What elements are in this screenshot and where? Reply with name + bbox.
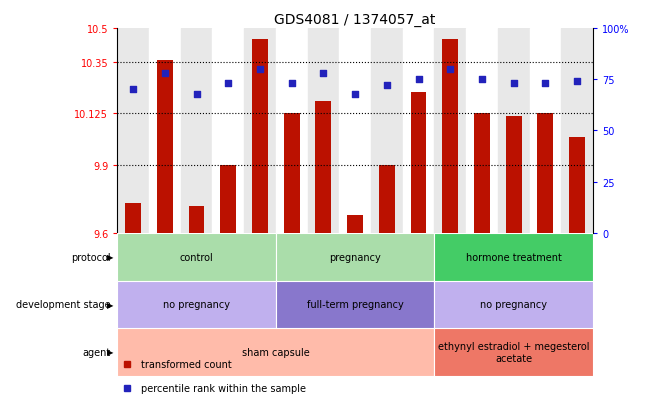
Text: pregnancy: pregnancy <box>329 252 381 262</box>
Bar <box>117 328 434 376</box>
Point <box>540 81 551 88</box>
Text: protocol: protocol <box>71 252 111 262</box>
Bar <box>189 206 204 233</box>
Text: control: control <box>180 252 214 262</box>
Text: transformed count: transformed count <box>141 359 232 369</box>
Title: GDS4081 / 1374057_at: GDS4081 / 1374057_at <box>275 12 436 26</box>
Bar <box>157 61 173 233</box>
Text: ▶: ▶ <box>107 300 114 309</box>
Bar <box>308 29 339 233</box>
Point <box>128 87 139 93</box>
Bar <box>125 204 141 233</box>
Text: ethynyl estradiol + megesterol
acetate: ethynyl estradiol + megesterol acetate <box>438 341 590 363</box>
Bar <box>181 29 212 233</box>
Text: development stage: development stage <box>16 299 111 310</box>
Bar <box>529 29 561 233</box>
Text: no pregnancy: no pregnancy <box>480 299 547 310</box>
Bar <box>117 281 276 328</box>
Bar <box>561 29 593 233</box>
Bar <box>474 114 490 233</box>
Bar <box>506 116 522 233</box>
Point <box>572 79 582 85</box>
Point <box>159 71 170 77</box>
Text: agent: agent <box>82 347 111 357</box>
Bar <box>411 93 427 233</box>
Point <box>476 77 487 83</box>
Bar <box>276 29 308 233</box>
Bar <box>347 215 363 233</box>
Point <box>223 81 234 88</box>
Point <box>318 71 329 77</box>
Text: full-term pregnancy: full-term pregnancy <box>307 299 403 310</box>
Bar <box>212 29 244 233</box>
Bar <box>252 40 268 233</box>
Bar <box>276 233 434 281</box>
Bar <box>466 29 498 233</box>
Bar <box>220 165 236 233</box>
Bar <box>149 29 181 233</box>
Text: sham capsule: sham capsule <box>242 347 310 357</box>
Bar <box>498 29 529 233</box>
Bar <box>316 102 332 233</box>
Bar <box>537 114 553 233</box>
Point <box>191 91 202 97</box>
Bar <box>276 281 434 328</box>
Bar <box>434 233 593 281</box>
Point <box>413 77 424 83</box>
Text: hormone treatment: hormone treatment <box>466 252 561 262</box>
Bar <box>434 29 466 233</box>
Bar <box>117 233 276 281</box>
Bar <box>284 114 299 233</box>
Bar <box>434 328 593 376</box>
Bar <box>442 40 458 233</box>
Bar <box>244 29 276 233</box>
Bar <box>339 29 371 233</box>
Bar <box>434 281 593 328</box>
Text: ▶: ▶ <box>107 348 114 356</box>
Text: no pregnancy: no pregnancy <box>163 299 230 310</box>
Text: percentile rank within the sample: percentile rank within the sample <box>141 383 306 393</box>
Bar <box>569 138 585 233</box>
Bar <box>403 29 434 233</box>
Point <box>255 66 265 73</box>
Bar <box>379 165 395 233</box>
Bar <box>371 29 403 233</box>
Point <box>509 81 519 88</box>
Point <box>286 81 297 88</box>
Text: ▶: ▶ <box>107 253 114 261</box>
Bar <box>117 29 149 233</box>
Point <box>350 91 360 97</box>
Point <box>445 66 456 73</box>
Point <box>381 83 392 90</box>
